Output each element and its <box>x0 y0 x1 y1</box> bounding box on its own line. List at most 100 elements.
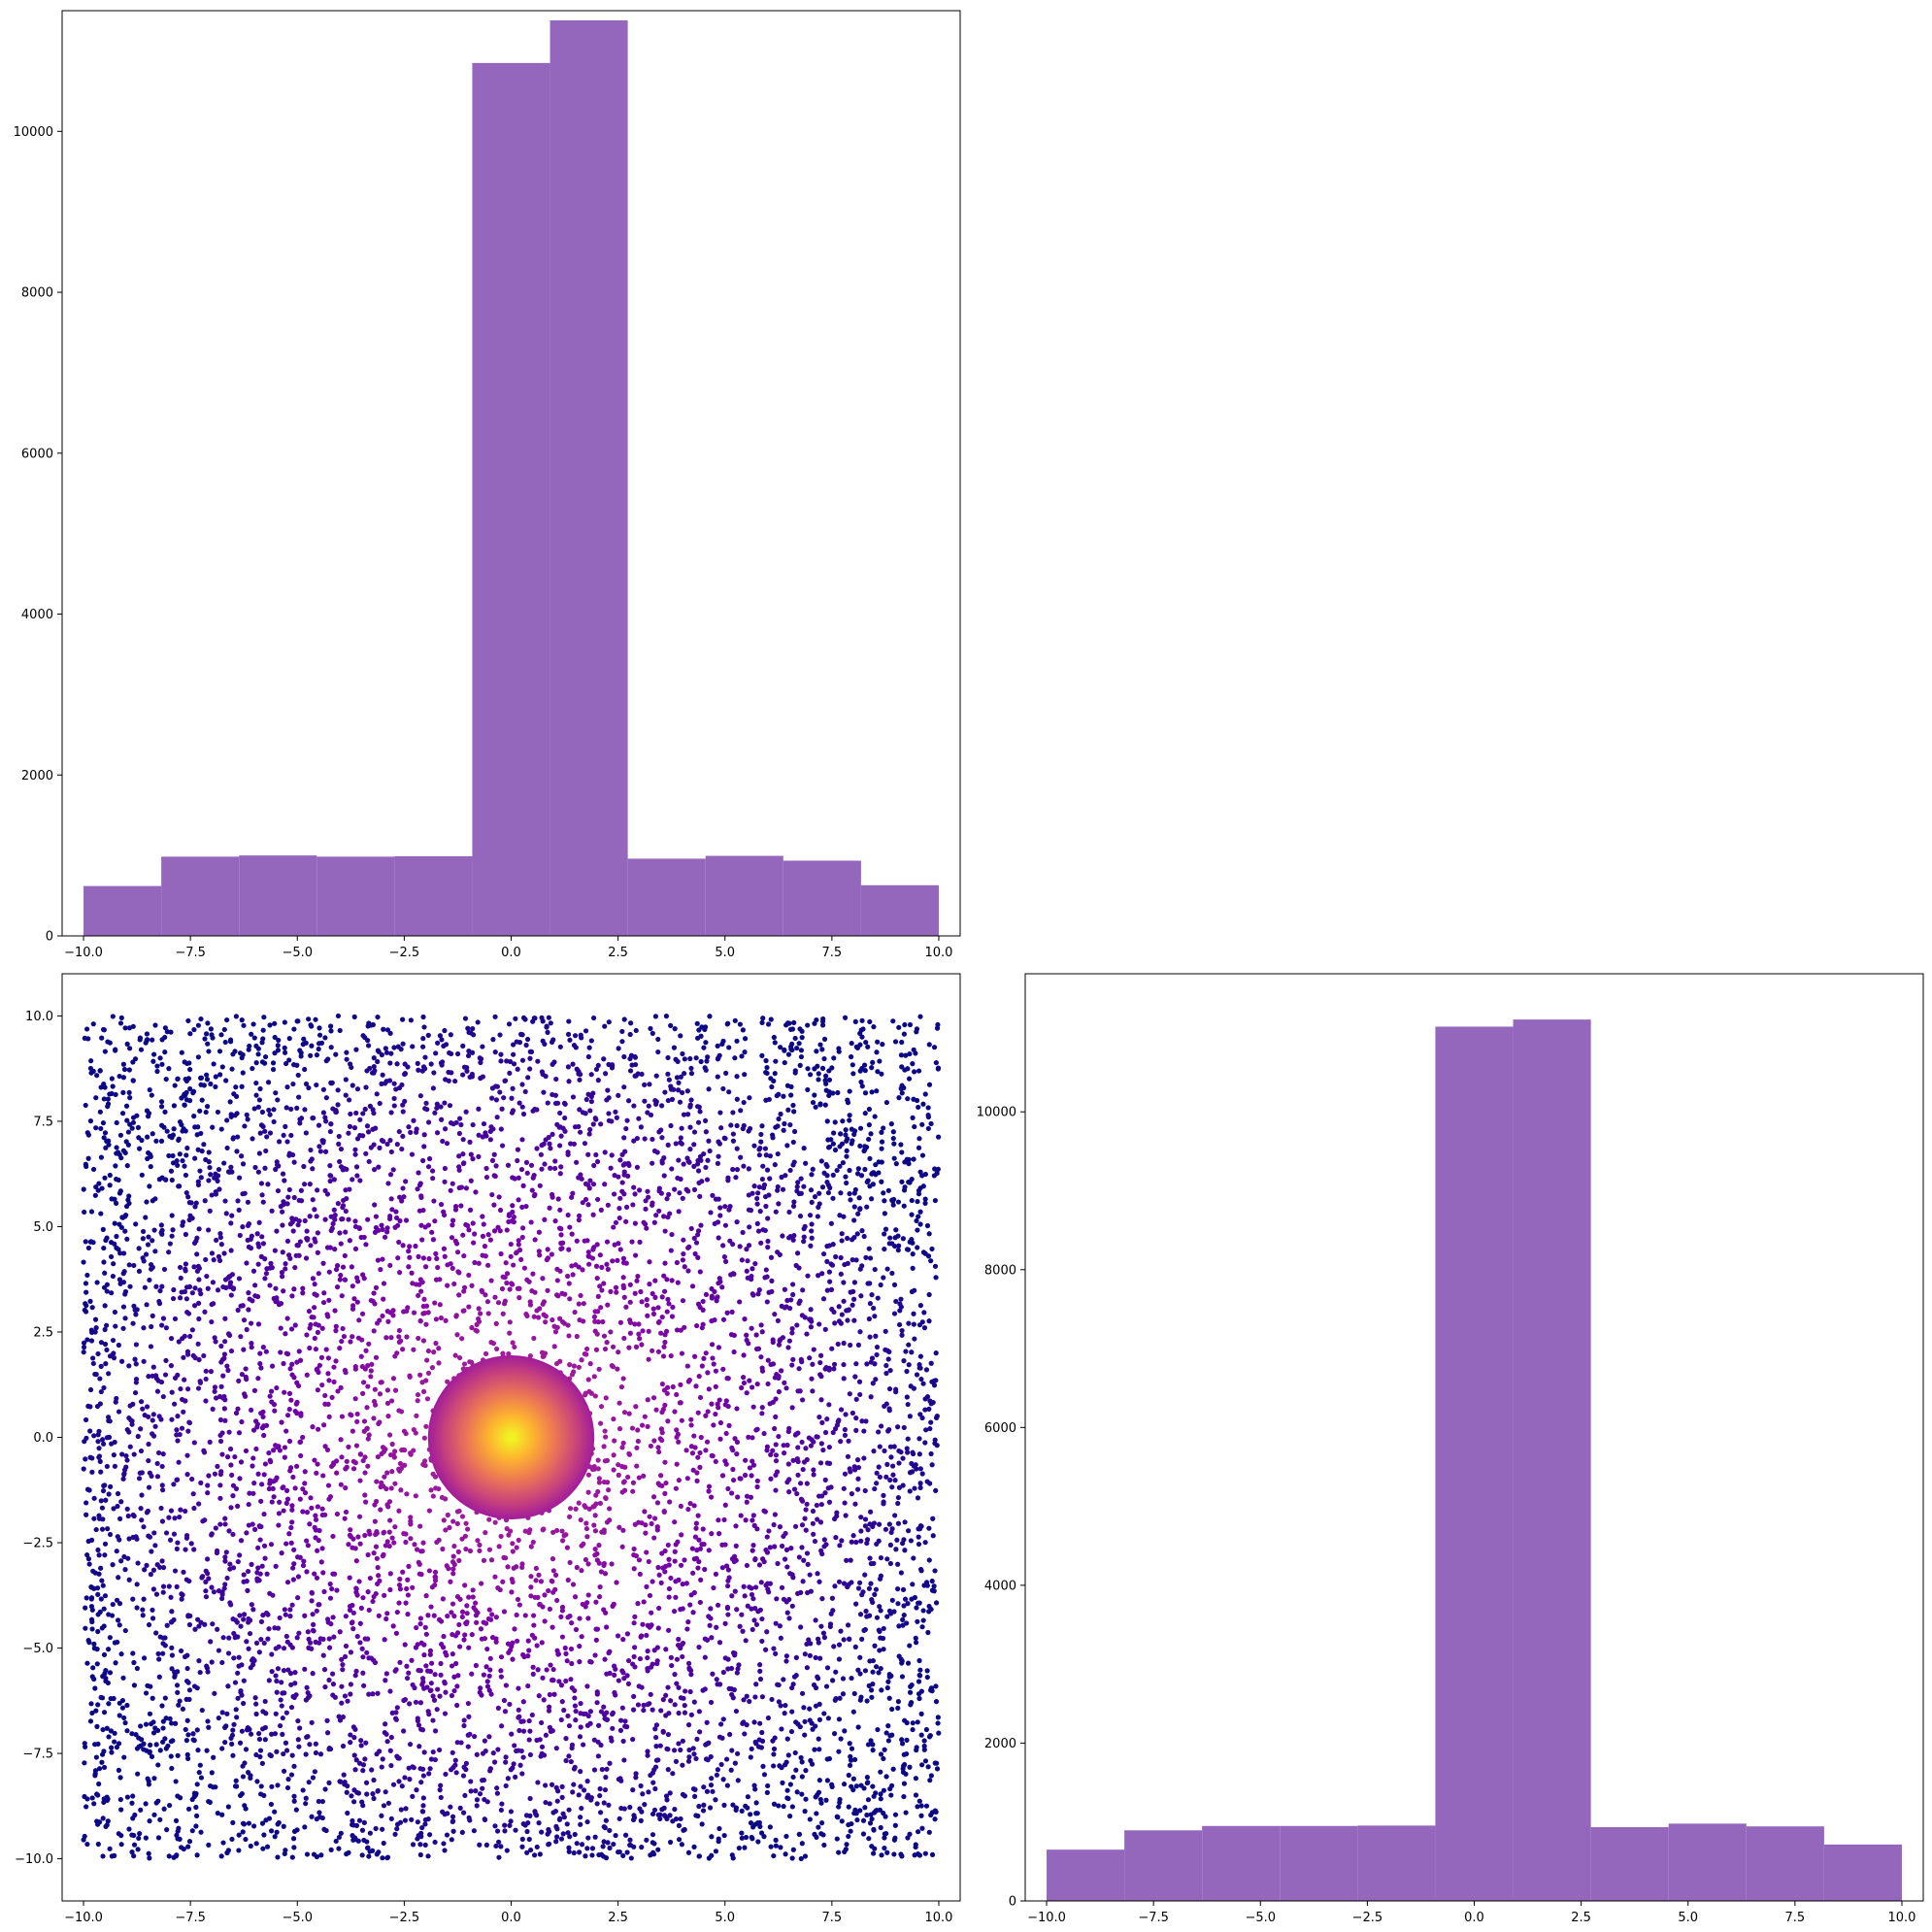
scatter-point <box>503 1260 509 1266</box>
scatter-point <box>882 1231 887 1237</box>
scatter-point <box>196 1501 202 1507</box>
scatter-point <box>673 1141 679 1147</box>
scatter-point <box>497 1032 503 1038</box>
scatter-point <box>388 1815 394 1821</box>
scatter-point <box>694 1470 700 1476</box>
scatter-point <box>341 1333 348 1340</box>
scatter-point <box>505 1162 512 1168</box>
scatter-point <box>184 1717 190 1723</box>
scatter-point <box>377 1100 383 1107</box>
scatter-point <box>309 1598 315 1604</box>
scatter-point <box>182 1653 188 1660</box>
scatter-point <box>308 1022 314 1028</box>
scatter-point <box>709 1342 716 1348</box>
scatter-point <box>541 1141 547 1147</box>
scatter-point <box>516 1707 521 1713</box>
scatter-point <box>879 1071 884 1077</box>
scatter-point <box>894 1537 900 1543</box>
scatter-point <box>563 1678 569 1684</box>
scatter-point <box>356 1317 362 1323</box>
scatter-point <box>604 1519 611 1525</box>
scatter-point <box>706 1086 712 1092</box>
y-tick-label: 6000 <box>21 447 53 461</box>
scatter-point <box>572 1703 579 1709</box>
scatter-point <box>599 1264 605 1270</box>
scatter-point <box>392 1668 398 1674</box>
histogram-bar <box>860 884 939 936</box>
scatter-point <box>678 1815 683 1822</box>
scatter-point <box>268 1542 275 1548</box>
scatter-point <box>475 1538 481 1544</box>
scatter-point <box>684 1155 690 1161</box>
scatter-point <box>100 1026 107 1033</box>
scatter-point <box>534 1308 540 1314</box>
scatter-point <box>267 1457 273 1463</box>
scatter-point <box>157 1816 163 1822</box>
scatter-point <box>603 1434 609 1440</box>
scatter-point <box>841 1361 847 1368</box>
scatter-point <box>307 1182 313 1187</box>
scatter-point <box>804 1331 810 1337</box>
scatter-point <box>819 1419 825 1425</box>
scatter-point <box>300 1285 306 1291</box>
scatter-point <box>863 1608 869 1615</box>
scatter-point <box>607 1670 613 1677</box>
scatter-point <box>449 1692 455 1699</box>
scatter-point <box>899 1327 905 1334</box>
scatter-point <box>911 1156 916 1162</box>
scatter-point <box>465 1700 471 1707</box>
scatter-point <box>583 1525 590 1532</box>
scatter-point <box>918 1711 924 1716</box>
scatter-point <box>881 1275 886 1281</box>
scatter-point <box>101 1245 107 1251</box>
scatter-point <box>632 1521 638 1527</box>
scatter-point <box>379 1051 384 1058</box>
scatter-point <box>500 1311 506 1316</box>
scatter-point <box>155 1650 161 1657</box>
scatter-point <box>597 1810 604 1815</box>
scatter-point <box>364 1405 370 1411</box>
scatter-point <box>741 1583 747 1589</box>
scatter-point <box>296 1349 302 1354</box>
scatter-point <box>881 1190 886 1196</box>
scatter-point <box>571 1369 577 1375</box>
scatter-point <box>320 1110 326 1116</box>
scatter-point <box>514 1612 519 1618</box>
scatter-point <box>420 1540 426 1546</box>
scatter-point <box>604 1239 611 1245</box>
scatter-point <box>893 1547 899 1552</box>
scatter-point <box>583 1346 590 1352</box>
scatter-point <box>290 1081 296 1087</box>
scatter-point <box>362 1454 368 1460</box>
scatter-point <box>635 1702 642 1708</box>
scatter-point <box>340 1203 347 1209</box>
scatter-point <box>711 1361 716 1367</box>
scatter-point <box>147 1855 152 1861</box>
scatter-point <box>258 1498 264 1504</box>
scatter-point <box>873 1333 879 1339</box>
scatter-point <box>568 1677 574 1682</box>
histogram-bar <box>783 860 861 936</box>
scatter-point <box>438 1201 445 1208</box>
scatter-point <box>252 1293 258 1299</box>
scatter-point <box>372 1229 379 1235</box>
scatter-point <box>243 1806 249 1812</box>
scatter-point <box>385 1414 391 1419</box>
scatter-point <box>194 1782 200 1787</box>
scatter-point <box>904 1719 910 1726</box>
scatter-point <box>809 1761 816 1767</box>
scatter-point <box>909 1197 915 1204</box>
scatter-point <box>293 1463 300 1469</box>
scatter-point <box>636 1557 643 1563</box>
scatter-point <box>117 1601 123 1607</box>
scatter-point <box>228 1462 234 1468</box>
scatter-point <box>191 1440 197 1446</box>
scatter-point <box>391 1103 397 1109</box>
scatter-point <box>734 1146 740 1151</box>
scatter-point <box>334 1284 341 1290</box>
scatter-point <box>309 1505 315 1511</box>
scatter-point <box>495 1300 502 1306</box>
scatter-point <box>668 1654 674 1660</box>
scatter-point <box>597 1500 603 1507</box>
scatter-point <box>109 1745 115 1750</box>
